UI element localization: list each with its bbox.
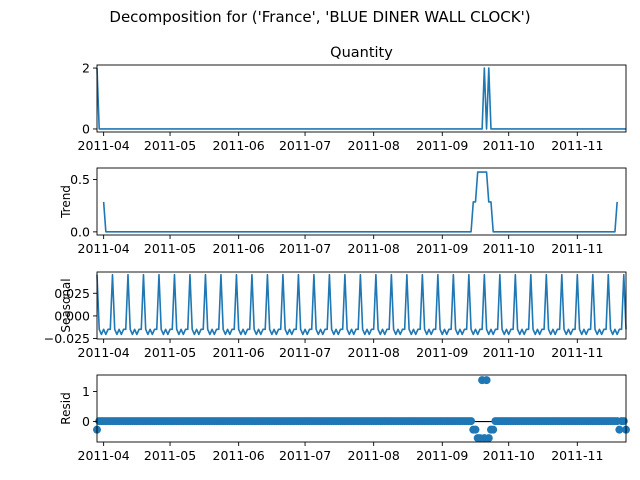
x-tick-label: 2011-05 — [144, 448, 196, 463]
resid-point — [489, 425, 498, 434]
x-tick-label: 2011-04 — [78, 345, 130, 360]
resid-point — [482, 376, 491, 385]
axes-frame — [96, 64, 627, 133]
y-tick-label: 0 — [82, 121, 90, 136]
panel-1: Quantity 0 2 2011-04 2011-05 2011-06 2011-07 20… — [78, 45, 627, 153]
x-tick-label: 2011-07 — [279, 241, 331, 256]
x-tick-label: 2011-05 — [144, 345, 196, 360]
x-tick-label: 2011-07 — [279, 138, 331, 153]
x-tick-label: 2011-04 — [78, 138, 130, 153]
series-line — [102, 171, 618, 233]
x-tick-label: 2011-08 — [348, 345, 400, 360]
x-tick-label: 2011-10 — [483, 345, 535, 360]
y-tick-label: 0.025 — [54, 286, 90, 301]
y-tick-label: 0.0 — [70, 224, 90, 239]
y-tick-label: −0.025 — [44, 331, 90, 346]
x-tick-label: 2011-08 — [348, 448, 400, 463]
x-tick-label: 2011-11 — [551, 448, 603, 463]
x-tick-label: 2011-10 — [483, 241, 535, 256]
resid-point — [484, 434, 493, 443]
y-axis-label: Seasonal — [59, 278, 73, 332]
x-tick-label: 2011-11 — [551, 241, 603, 256]
panel-3: Seasonal−0.025 0.000 0.025 2011-04 2011-05 20… — [44, 271, 627, 360]
x-tick-label: 2011-06 — [213, 345, 265, 360]
axes-frame — [96, 167, 627, 236]
y-axis-label: Trend — [59, 185, 73, 219]
axes-frame — [96, 374, 627, 443]
x-tick-label: 2011-06 — [213, 241, 265, 256]
series-line — [96, 273, 627, 336]
panel-2: Trend 0.0 0.5 2011-04 2011-05 2011-06 2011-07 2… — [59, 167, 627, 256]
x-tick-label: 2011-11 — [551, 345, 603, 360]
x-tick-label: 2011-06 — [213, 138, 265, 153]
x-tick-label: 2011-08 — [348, 138, 400, 153]
x-tick-label: 2011-07 — [279, 448, 331, 463]
resid-point — [467, 417, 476, 426]
resid-point — [471, 425, 480, 434]
x-tick-label: 2011-09 — [416, 138, 468, 153]
y-tick-label: 0.000 — [54, 308, 90, 323]
y-axis-label: Resid — [59, 392, 73, 424]
x-tick-label: 2011-09 — [416, 241, 468, 256]
x-tick-label: 2011-06 — [213, 448, 265, 463]
x-tick-label: 2011-09 — [416, 448, 468, 463]
axes-frame — [96, 271, 627, 340]
x-tick-label: 2011-10 — [483, 138, 535, 153]
y-tick-label: 0.5 — [70, 172, 90, 187]
x-tick-label: 2011-07 — [279, 345, 331, 360]
y-tick-label: 1 — [82, 384, 90, 399]
x-tick-label: 2011-08 — [348, 241, 400, 256]
x-tick-label: 2011-05 — [144, 138, 196, 153]
y-tick-label: 2 — [82, 61, 90, 76]
x-tick-label: 2011-04 — [78, 241, 130, 256]
x-tick-label: 2011-10 — [483, 448, 535, 463]
x-tick-label: 2011-04 — [78, 448, 130, 463]
x-tick-label: 2011-05 — [144, 241, 196, 256]
panel-title: Quantity — [330, 45, 393, 61]
y-tick-label: 0 — [82, 414, 90, 429]
figure-suptitle: Decomposition for ('France', 'BLUE DINER… — [109, 8, 530, 26]
panel-4: Resid 0 1 2011-04 2011-05 2011-06 2011-07 2011-… — [59, 374, 630, 463]
resid-point — [619, 417, 628, 426]
x-tick-label: 2011-11 — [551, 138, 603, 153]
x-tick-label: 2011-09 — [416, 345, 468, 360]
series-line — [96, 67, 626, 130]
resid-point — [615, 425, 624, 434]
